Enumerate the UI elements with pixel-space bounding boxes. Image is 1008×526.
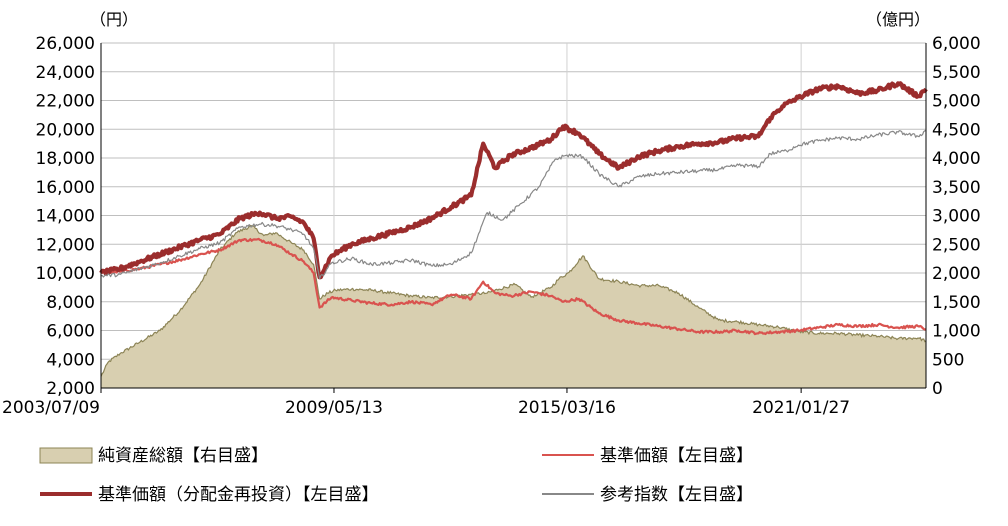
left-tick-label: 6,000 (46, 322, 95, 342)
right-tick-label: 5,500 (932, 63, 981, 83)
left-axis-ticks: 2,000 4,000 6,000 8,000 10,000 12,000 14,000 16… (36, 34, 95, 399)
left-tick-label: 24,000 (36, 63, 95, 83)
area-series-layer (100, 224, 927, 388)
legend-label: 基準価額【左目盛】 (600, 446, 753, 466)
legend-swatch (39, 447, 93, 464)
left-tick-label: 12,000 (36, 235, 95, 255)
right-tick-label: 1,000 (932, 322, 981, 342)
right-axis-ticks: 0 500 1,000 1,500 2,000 2,500 3,000 3,500 4,000 4… (932, 34, 981, 399)
line-series-layer (99, 81, 928, 336)
right-tick-label: 2,000 (932, 264, 981, 284)
right-tick-label: 5,000 (932, 92, 981, 112)
left-tick-label: 16,000 (36, 178, 95, 198)
legend-item: 参考指数【左目盛】 (542, 485, 753, 505)
legend: 純資産総額【右目盛】 基準価額【左目盛】基準価額（分配金再投資）【左目盛】 参考指数… (39, 446, 753, 505)
right-tick-label: 500 (932, 350, 964, 370)
legend-item: 基準価額（分配金再投資）【左目盛】 (40, 485, 379, 505)
left-tick-label: 8,000 (46, 293, 95, 313)
right-axis-unit-label: （億円） (866, 10, 930, 29)
left-tick-label: 18,000 (36, 149, 95, 169)
left-tick-label: 26,000 (36, 34, 95, 54)
right-tick-label: 4,000 (932, 149, 981, 169)
x-tick-label: 2003/07/09 (2, 398, 100, 418)
right-tick-label: 6,000 (932, 34, 981, 54)
left-tick-label: 2,000 (46, 379, 95, 399)
legend-item: 基準価額【左目盛】 (542, 446, 753, 466)
right-tick-label: 2,500 (932, 235, 981, 255)
series-line-3 (100, 130, 927, 280)
x-tick-label: 2015/03/16 (518, 398, 616, 418)
axes (100, 43, 927, 393)
left-tick-label: 4,000 (46, 350, 95, 370)
legend-label: 基準価額（分配金再投資）【左目盛】 (98, 485, 379, 505)
right-tick-label: 4,500 (932, 120, 981, 140)
x-axis-ticks: 2003/07/09 2009/05/13 2015/03/16 2021/01/27 (2, 398, 850, 418)
legend-label: 参考指数【左目盛】 (600, 485, 753, 505)
x-tick-label: 2009/05/13 (285, 398, 383, 418)
legend-item: 純資産総額【右目盛】 (39, 446, 268, 466)
x-tick-label: 2021/01/27 (752, 398, 850, 418)
series-line-2 (99, 81, 928, 280)
left-tick-label: 20,000 (36, 120, 95, 140)
left-tick-label: 22,000 (36, 92, 95, 112)
left-axis-unit-label: （円） (90, 10, 138, 29)
left-tick-label: 10,000 (36, 264, 95, 284)
series-area-fill (101, 225, 926, 388)
right-tick-label: 3,000 (932, 207, 981, 227)
left-tick-label: 14,000 (36, 207, 95, 227)
legend-label: 純資産総額【右目盛】 (98, 446, 268, 466)
right-tick-label: 1,500 (932, 293, 981, 313)
series-line-1 (100, 237, 927, 336)
right-tick-label: 0 (932, 379, 943, 399)
right-tick-label: 3,500 (932, 178, 981, 198)
